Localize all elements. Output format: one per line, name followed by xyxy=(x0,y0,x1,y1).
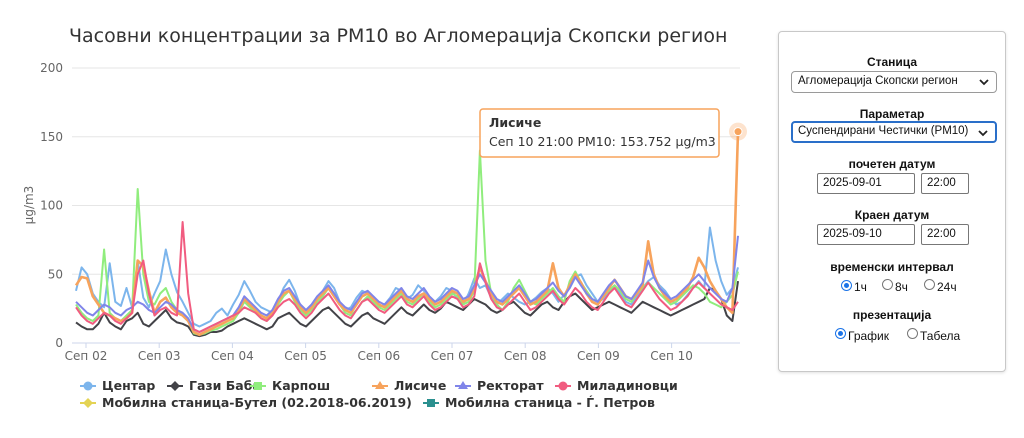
pm10-line-chart: Часовни концентрации за PM10 во Агломера… xyxy=(22,25,747,410)
x-tick-label: Сеп 04 xyxy=(211,349,254,363)
series-line-1 xyxy=(75,280,739,338)
x-axis-ticks: Сеп 02 Сеп 03 Сеп 04 Сеп 05 Сеп 06 Сеп 07 Сеп … xyxy=(65,343,693,363)
legend-label: Мобилна станица-Бутел (02.2018-06.2019) xyxy=(102,395,412,410)
x-tick-label: Сеп 07 xyxy=(431,349,474,363)
x-tick-label: Сеп 10 xyxy=(650,349,693,363)
x-tick-label: Сеп 02 xyxy=(65,349,108,363)
x-tick-label: Сеп 09 xyxy=(577,349,620,363)
start-time-input[interactable]: 22:00 xyxy=(921,173,969,194)
legend-label: Гази Баба xyxy=(189,378,261,393)
legend: Центар Гази Баба Карпош Лисиче Ректорат Милад… xyxy=(80,378,678,410)
x-tick-label: Сеп 03 xyxy=(138,349,181,363)
interval-radio-1h[interactable] xyxy=(841,280,852,291)
tooltip-box xyxy=(479,108,720,158)
presentation-radio-chart[interactable] xyxy=(835,328,846,339)
interval-options: 1ч 8ч 24ч xyxy=(779,279,1005,295)
parameter-select-value: Суспендирани Честички (PM10) xyxy=(798,125,969,137)
legend-marker-diamond xyxy=(83,398,93,408)
series-lines xyxy=(74,122,747,338)
series-line-5 xyxy=(75,221,739,333)
x-tick-label: Сеп 05 xyxy=(284,349,327,363)
station-select-value: Агломерација Скопски регион xyxy=(798,75,958,87)
chevron-down-icon xyxy=(978,130,988,137)
series-line-4 xyxy=(75,235,739,333)
controls-panel: Станица Агломерација Скопски регион Пара… xyxy=(778,31,1006,372)
tooltip: Лисиче Сеп 10 21:00 PM10: 153.752 µg/m3 xyxy=(479,108,720,158)
legend-label: Центар xyxy=(102,378,155,393)
legend-marker-circle xyxy=(83,381,93,391)
legend-item-7[interactable]: Мобилна станица - Ѓ. Петров xyxy=(423,395,655,410)
grid-lines xyxy=(72,67,740,344)
y-tick-label: 150 xyxy=(40,130,63,144)
interval-label: временски интервал xyxy=(830,260,954,274)
legend-marker-circle xyxy=(558,381,568,391)
y-tick-label: 50 xyxy=(48,267,63,281)
legend-item-0[interactable]: Центар xyxy=(80,378,155,393)
legend-item-3[interactable]: Лисиче xyxy=(372,378,446,393)
end-date-label: Краен датум xyxy=(854,208,930,222)
presentation-label-table: Табела xyxy=(920,329,961,343)
legend-label: Карпош xyxy=(272,378,330,393)
interval-radio-24h[interactable] xyxy=(924,279,935,290)
station-label: Станица xyxy=(866,55,918,69)
legend-marker-triangle xyxy=(375,381,385,389)
legend-item-4[interactable]: Ректорат xyxy=(455,378,544,393)
start-date-label: почетен датум xyxy=(848,157,936,171)
chevron-down-icon xyxy=(979,79,989,86)
interval-radio-8h[interactable] xyxy=(882,279,893,290)
tooltip-title: Лисиче xyxy=(489,115,541,130)
chart-area: Часовни концентрации за PM10 во Агломера… xyxy=(22,25,747,410)
legend-item-1[interactable]: Гази Баба xyxy=(167,378,261,393)
presentation-radio-table[interactable] xyxy=(907,328,918,339)
interval-label-8h: 8ч xyxy=(895,280,908,294)
presentation-options: График Табела xyxy=(779,327,1005,343)
interval-label-24h: 24ч xyxy=(937,280,957,294)
legend-label: Лисиче xyxy=(394,378,446,393)
legend-item-5[interactable]: Миладиновци xyxy=(555,378,678,393)
y-axis-ticks: 0 50 100 150 200 xyxy=(40,61,63,350)
y-tick-label: 0 xyxy=(55,336,63,350)
legend-item-2[interactable]: Карпош xyxy=(250,378,330,393)
end-date-input[interactable]: 2025-09-10 xyxy=(817,224,915,245)
y-tick-label: 100 xyxy=(40,199,63,213)
interval-label-1h: 1ч xyxy=(854,280,867,294)
chart-title: Часовни концентрации за PM10 во Агломера… xyxy=(69,25,727,47)
start-date-input[interactable]: 2025-09-01 xyxy=(817,173,915,194)
hover-point xyxy=(733,127,743,137)
presentation-label: презентација xyxy=(852,308,932,322)
x-tick-label: Сеп 06 xyxy=(357,349,400,363)
parameter-label: Параметар xyxy=(859,107,925,121)
y-tick-label: 200 xyxy=(40,61,63,75)
legend-marker-diamond xyxy=(170,381,180,391)
legend-marker-triangle xyxy=(458,381,468,389)
tooltip-text: Сеп 10 21:00 PM10: 153.752 µg/m3 xyxy=(489,134,716,149)
legend-marker-square xyxy=(254,382,262,390)
legend-marker-square xyxy=(427,399,435,407)
parameter-select[interactable]: Суспендирани Честички (PM10) xyxy=(791,121,997,143)
x-tick-label: Сеп 08 xyxy=(504,349,547,363)
legend-label: Ректорат xyxy=(477,378,544,393)
legend-item-6[interactable]: Мобилна станица-Бутел (02.2018-06.2019) xyxy=(80,395,412,410)
legend-label: Миладиновци xyxy=(577,378,678,393)
station-select[interactable]: Агломерација Скопски регион xyxy=(791,71,997,93)
presentation-label-chart: График xyxy=(848,329,889,343)
legend-label: Мобилна станица - Ѓ. Петров xyxy=(445,395,655,410)
y-axis-title: µg/m3 xyxy=(22,186,36,225)
end-time-input[interactable]: 22:00 xyxy=(921,224,969,245)
